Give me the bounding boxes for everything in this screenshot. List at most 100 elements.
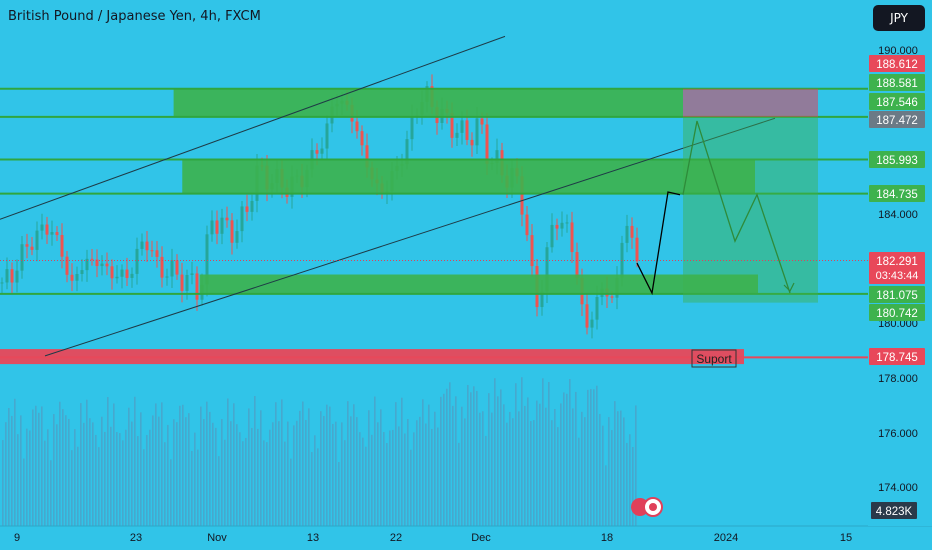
volume-bar bbox=[566, 393, 568, 526]
candle-body bbox=[170, 260, 174, 277]
volume-bar bbox=[500, 389, 502, 526]
candle-body bbox=[485, 124, 489, 164]
stop-loss-box bbox=[683, 88, 818, 117]
channel-upper-line bbox=[0, 35, 506, 220]
candle-body bbox=[180, 274, 184, 291]
volume-bar bbox=[392, 429, 394, 526]
candle-body bbox=[465, 120, 469, 140]
volume-bar bbox=[77, 446, 79, 526]
candle-body bbox=[95, 259, 99, 267]
volume-bar bbox=[551, 420, 553, 526]
volume-bar bbox=[629, 434, 631, 526]
volume-bar bbox=[53, 414, 55, 526]
volume-bar bbox=[404, 433, 406, 526]
volume-bar bbox=[362, 437, 364, 526]
currency-button[interactable]: JPY bbox=[873, 5, 925, 31]
volume-bar bbox=[611, 430, 613, 526]
volume-bar bbox=[23, 458, 25, 526]
volume-bar bbox=[158, 416, 160, 526]
candle-body bbox=[15, 270, 19, 283]
volume-bar bbox=[461, 406, 463, 526]
channel-lower-line bbox=[44, 117, 776, 357]
price-tag bbox=[869, 55, 925, 72]
volume-bar bbox=[104, 431, 106, 526]
volume-bar bbox=[560, 403, 562, 526]
y-tick-label: 174.000 bbox=[878, 482, 918, 494]
y-tick-label: 190.000 bbox=[878, 45, 918, 57]
volume-bar bbox=[230, 421, 232, 526]
x-tick-label: 22 bbox=[390, 532, 402, 544]
volume-bar bbox=[110, 426, 112, 526]
volume-bar bbox=[533, 420, 535, 526]
candle-body bbox=[530, 235, 534, 267]
x-tick-label: Dec bbox=[471, 532, 491, 544]
candle-body bbox=[190, 273, 194, 275]
volume-bar bbox=[224, 439, 226, 526]
candle-body bbox=[5, 269, 9, 283]
volume-bar bbox=[80, 403, 82, 526]
volume-bar bbox=[311, 452, 313, 526]
volume-bar bbox=[194, 432, 196, 526]
candle-body bbox=[100, 263, 104, 267]
volume-bar bbox=[353, 404, 355, 526]
volume-bar bbox=[68, 418, 70, 526]
volume-bar bbox=[227, 398, 229, 526]
candle-body bbox=[560, 222, 564, 229]
volume-bar bbox=[374, 396, 376, 526]
volume-bar bbox=[515, 383, 517, 526]
volume-bar bbox=[557, 427, 559, 526]
volume-bar bbox=[197, 449, 199, 526]
candle-body bbox=[150, 250, 154, 252]
candle-body bbox=[460, 120, 464, 133]
volume-bar bbox=[86, 399, 88, 526]
volume-bar bbox=[338, 462, 340, 526]
volume-bar bbox=[485, 435, 487, 526]
candle-body bbox=[135, 248, 139, 274]
resistance-zone bbox=[182, 159, 755, 194]
candle-body bbox=[520, 176, 524, 215]
candle-body bbox=[470, 139, 474, 146]
volume-bar bbox=[449, 382, 451, 526]
volume-bar bbox=[617, 411, 619, 526]
volume-bar bbox=[524, 405, 526, 526]
candle-body bbox=[625, 225, 629, 243]
volume-bar bbox=[65, 415, 67, 526]
candle-body bbox=[215, 220, 219, 234]
volume-bar bbox=[182, 404, 184, 526]
candle-body bbox=[60, 235, 64, 257]
price-tag bbox=[869, 185, 925, 202]
volume-bar bbox=[188, 413, 190, 526]
support-label-box bbox=[691, 349, 737, 368]
projection-path-black bbox=[636, 191, 681, 296]
volume-bar bbox=[320, 411, 322, 526]
volume-bar bbox=[128, 407, 130, 526]
candle-body bbox=[565, 222, 569, 224]
candle-body bbox=[475, 118, 479, 146]
volume-bar bbox=[242, 441, 244, 526]
volume-bar bbox=[161, 402, 163, 526]
volume-bar bbox=[470, 392, 472, 526]
volume-bar bbox=[632, 447, 634, 526]
volume-bar bbox=[446, 388, 448, 526]
y-tick-label: 176.000 bbox=[878, 428, 918, 440]
volume-bar bbox=[122, 440, 124, 526]
volume-bar bbox=[602, 425, 604, 526]
volume-bar bbox=[212, 422, 214, 526]
x-tick-label: 9 bbox=[14, 532, 20, 544]
price-tag-value: 185.993 bbox=[876, 155, 918, 167]
volume-bar bbox=[278, 421, 280, 526]
volume-tag-value: 4.823K bbox=[876, 506, 913, 518]
volume-bar bbox=[542, 378, 544, 526]
volume-bar bbox=[581, 411, 583, 526]
volume-bar bbox=[164, 442, 166, 526]
candle-body bbox=[250, 200, 254, 212]
candle-body bbox=[590, 319, 594, 328]
price-tag-value: 180.742 bbox=[876, 308, 918, 320]
candle-body bbox=[315, 150, 319, 154]
volume-bar bbox=[623, 417, 625, 526]
candle-body bbox=[10, 269, 14, 283]
y-tick-label: 178.000 bbox=[878, 373, 918, 385]
volume-bar bbox=[419, 416, 421, 526]
candle-body bbox=[550, 224, 554, 248]
